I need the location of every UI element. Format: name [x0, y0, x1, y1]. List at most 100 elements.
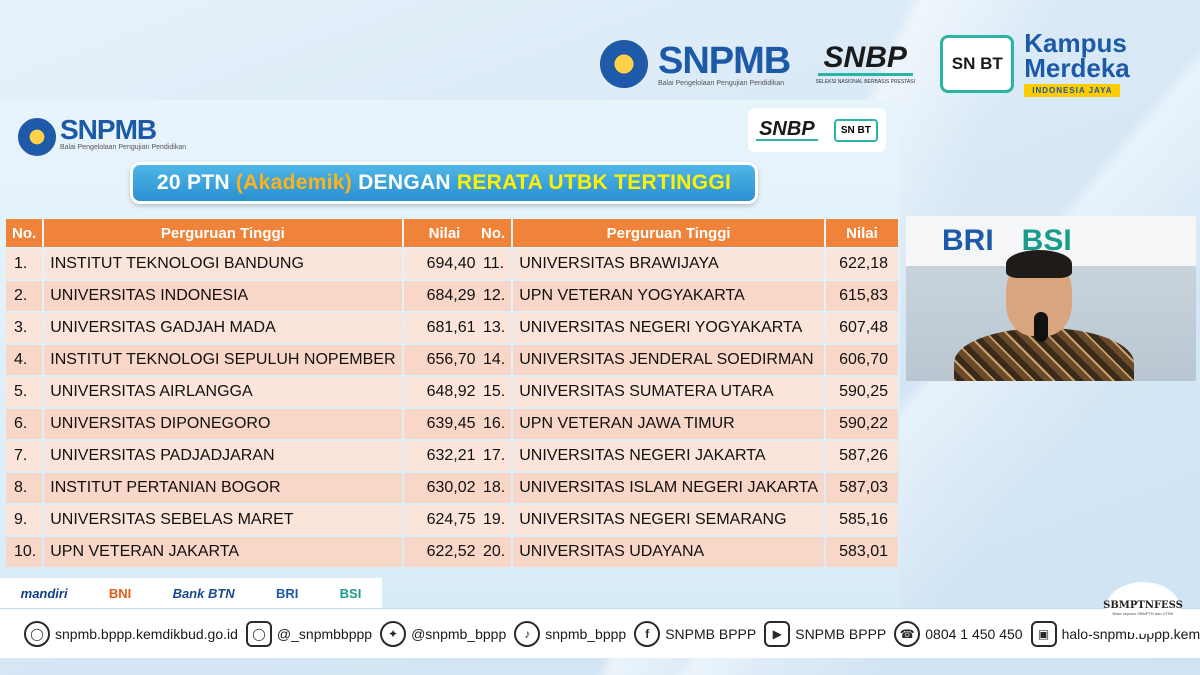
cell-no: 6. [6, 409, 43, 439]
snpmb-title: SNPMB [658, 39, 791, 82]
table-row: 20. UNIVERSITAS UDAYANA 583,01 [475, 537, 898, 567]
cell-no: 1. [6, 249, 43, 279]
facebook-icon: f [634, 620, 661, 647]
table-row: 4. INSTITUT TEKNOLOGI SEPULUH NOPEMBER 656… [6, 345, 486, 375]
footer-facebook[interactable]: f SNPMB BPPP [634, 620, 757, 647]
slide-badge-snbp: SNBP [756, 119, 818, 141]
cell-value: 606,70 [825, 345, 898, 375]
cell-no: 4. [6, 345, 43, 375]
footer-instagram[interactable]: ◯ @_snpmbbppp [245, 620, 373, 647]
youtube-label: SNPMB BPPP [795, 625, 887, 642]
sponsor-mandiri: mandiri [20, 585, 68, 601]
cell-value: 585,16 [825, 505, 898, 535]
cell-name: UNIVERSITAS SUMATERA UTARA [513, 377, 824, 407]
footer-contacts: ◯ snpmb.bppp.kemdikbud.go.id ◯ @_snpmbbp… [0, 608, 1200, 658]
cell-value: 622,18 [825, 249, 898, 279]
cell-no: 7. [6, 441, 43, 471]
video-bri-logo: BRI [942, 224, 994, 257]
sponsor-bni: BNI [108, 585, 132, 601]
speaker-video: BRI BSI [906, 216, 1196, 381]
cell-value: 639,45 [403, 409, 486, 439]
table-row: 19. UNIVERSITAS NEGERI SEMARANG 585,16 [475, 505, 898, 535]
ranking-table-left: No. Perguruan Tinggi Nilai 1. INSTITUT TE… [4, 217, 488, 569]
header-no: No. [6, 219, 43, 247]
slide-snpmb-title: SNPMB [60, 114, 157, 145]
cell-no: 8. [6, 473, 43, 503]
cell-no: 18. [475, 473, 512, 503]
cell-value: 590,22 [825, 409, 898, 439]
header-name: Perguruan Tinggi [44, 219, 402, 247]
twitter-icon: ✦ [380, 620, 407, 647]
table-row: 3. UNIVERSITAS GADJAH MADA 681,61 [6, 313, 486, 343]
footer-phone[interactable]: ☎ 0804 1 450 450 [894, 620, 1023, 647]
table-row: 5. UNIVERSITAS AIRLANGGA 648,92 [6, 377, 486, 407]
laptop-icon: ▣ [1030, 620, 1057, 647]
cell-no: 10. [6, 537, 43, 567]
twitter-label: @snpmb_bppp [411, 625, 507, 642]
table-row: 7. UNIVERSITAS PADJADJARAN 632,21 [6, 441, 486, 471]
phone-label: 0804 1 450 450 [925, 625, 1023, 642]
cell-name: UNIVERSITAS NEGERI SEMARANG [513, 505, 824, 535]
sponsor-bsi: BSI [339, 585, 362, 601]
cell-no: 5. [6, 377, 43, 407]
cell-no: 13. [475, 313, 512, 343]
cell-no: 17. [475, 441, 512, 471]
cell-name: UNIVERSITAS INDONESIA [44, 281, 402, 311]
footer-helpdesk[interactable]: ▣ halo-snpmb.bppp.kemd [1030, 620, 1200, 647]
cell-no: 12. [475, 281, 512, 311]
cell-value: 694,40 [403, 249, 486, 279]
table-row: 9. UNIVERSITAS SEBELAS MARET 624,75 [6, 505, 486, 535]
table-row: 10. UPN VETERAN JAKARTA 622,52 [6, 537, 486, 567]
slide-badge-snbt: SN BT [833, 118, 878, 142]
cell-name: INSTITUT TEKNOLOGI BANDUNG [44, 249, 402, 279]
instagram-label: @_snpmbbppp [276, 625, 373, 642]
cell-name: UNIVERSITAS AIRLANGGA [44, 377, 402, 407]
table-header-row: No. Perguruan Tinggi Nilai [6, 219, 486, 247]
cell-name: UNIVERSITAS ISLAM NEGERI JAKARTA [513, 473, 824, 503]
youtube-icon: ▶ [764, 620, 791, 647]
footer-tiktok[interactable]: ♪ snpmb_bppp [514, 620, 626, 647]
cell-value: 587,26 [825, 441, 898, 471]
cell-no: 3. [6, 313, 43, 343]
footer-youtube[interactable]: ▶ SNPMB BPPP [764, 620, 887, 647]
snbt-logo: SN BT [940, 35, 1015, 93]
table-row: 1. INSTITUT TEKNOLOGI BANDUNG 694,40 [6, 249, 486, 279]
cell-name: UNIVERSITAS JENDERAL SOEDIRMAN [513, 345, 824, 375]
microphone-icon [1034, 312, 1048, 342]
banner-part3: DENGAN [358, 171, 451, 194]
slide-snpmb-subtitle: Balai Pengelolaan Pengujian Pendidikan [60, 144, 187, 151]
cell-name: UNIVERSITAS NEGERI YOGYAKARTA [513, 313, 824, 343]
table-row: 17. UNIVERSITAS NEGERI JAKARTA 587,26 [475, 441, 898, 471]
sponsor-bri: BRI [275, 585, 299, 601]
cell-value: 615,83 [825, 281, 898, 311]
cell-name: UNIVERSITAS BRAWIJAYA [513, 249, 824, 279]
cell-value: 656,70 [403, 345, 486, 375]
cell-no: 14. [475, 345, 512, 375]
snpmb-subtitle: Balai Pengelolaan Pengujian Pendidikan [658, 79, 785, 87]
table-row: 18. UNIVERSITAS ISLAM NEGERI JAKARTA 587,0… [475, 473, 898, 503]
footer-website[interactable]: ◯ snpmb.bppp.kemdikbud.go.id [24, 620, 238, 647]
header-logos: SNPMB Balai Pengelolaan Pengujian Pendid… [600, 24, 1190, 104]
cell-name: UNIVERSITAS SEBELAS MARET [44, 505, 402, 535]
cell-no: 9. [6, 505, 43, 535]
cell-value: 607,48 [825, 313, 898, 343]
slide-title-banner: 20 PTN (Akademik) DENGAN RERATA UTBK TER… [130, 162, 758, 204]
cell-value: 622,52 [403, 537, 486, 567]
cell-name: INSTITUT TEKNOLOGI SEPULUH NOPEMBER [44, 345, 402, 375]
footer-twitter[interactable]: ✦ @snpmb_bppp [380, 620, 507, 647]
globe-icon: ◯ [24, 620, 50, 647]
snbp-logo: SNBP SELEKSI NASIONAL BERBASIS PRESTASI [800, 36, 930, 92]
banner-part4: RERATA UTBK TERTINGGI [456, 171, 732, 194]
kampus-merdeka-logo: Kampus Merdeka INDONESIA JAYA [1024, 30, 1130, 97]
watermark-subtitle: Base seputar SBMPTN dan UTBK [1112, 611, 1174, 616]
table-row: 13. UNIVERSITAS NEGERI YOGYAKARTA 607,48 [475, 313, 898, 343]
header-no: No. [475, 219, 512, 247]
phone-icon: ☎ [894, 620, 921, 647]
table-row: 14. UNIVERSITAS JENDERAL SOEDIRMAN 606,70 [475, 345, 898, 375]
cell-name: UPN VETERAN JAKARTA [44, 537, 402, 567]
snbp-title: SNBP [817, 43, 913, 76]
snpmb-logo: SNPMB Balai Pengelolaan Pengujian Pendid… [658, 39, 791, 87]
banner-part1: 20 PTN [156, 171, 230, 194]
slide-emblem-icon [18, 118, 56, 156]
facebook-label: SNPMB BPPP [665, 625, 757, 642]
